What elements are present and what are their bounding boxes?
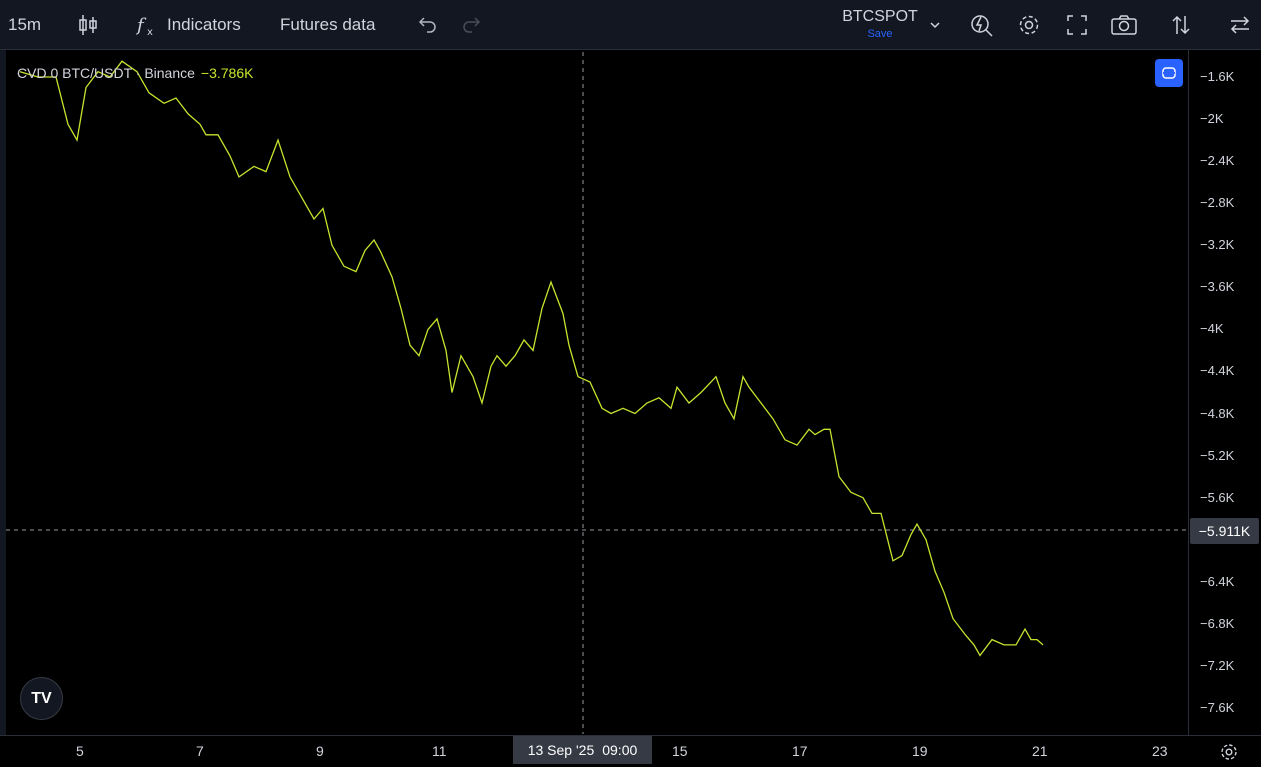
fullscreen-icon[interactable] (1066, 0, 1088, 50)
crosshair-date: 13 Sep '25 (527, 742, 595, 758)
legend-title: CVD 0 BTC/USDT · Binance (17, 65, 195, 81)
chevron-down-icon[interactable] (928, 0, 942, 50)
svg-text:x: x (147, 27, 153, 37)
symbol-selector[interactable]: BTCSPOT Save (836, 6, 924, 44)
price-tick-label: −3.6K (1200, 279, 1235, 295)
price-tick-label: −1.6K (1200, 69, 1235, 84)
price-scale[interactable]: −1.6K −2K −2.4K −2.8K −3.2K −3.6K −4K −4.4K −4.8… (1188, 50, 1261, 735)
redo-icon[interactable] (462, 0, 484, 50)
undo-icon[interactable] (415, 0, 437, 50)
compare-arrows-icon[interactable] (1229, 0, 1251, 50)
price-tick-label: −2.8K (1200, 195, 1235, 211)
time-tick-label: 19 (912, 743, 928, 759)
time-tick-label: 7 (196, 743, 204, 759)
time-tick-label: 9 (316, 743, 324, 759)
series-legend[interactable]: CVD 0 BTC/USDT · Binance −3.786K (17, 65, 253, 81)
price-tick-label: −3.2K (1200, 237, 1235, 253)
sort-arrows-icon[interactable] (1171, 0, 1191, 50)
left-toolbar-strip (0, 50, 6, 767)
alert-search-icon[interactable] (969, 0, 995, 50)
scale-settings-icon[interactable] (1219, 742, 1239, 767)
price-tick-label: −4.4K (1200, 363, 1235, 379)
time-tick-label: 17 (792, 743, 808, 759)
camera-icon[interactable] (1110, 0, 1138, 50)
crosshair-time: 09:00 (602, 742, 638, 758)
price-tick-label: −5.6K (1200, 489, 1235, 505)
price-tick-label: −2.4K (1200, 153, 1235, 169)
indicators-button[interactable]: Indicators (167, 15, 241, 34)
price-tick-label: −7.6K (1200, 700, 1235, 715)
time-tick-label: 23 (1152, 743, 1168, 759)
legend-value: −3.786K (200, 65, 254, 81)
crosshair (6, 52, 1187, 734)
svg-text:f: f (136, 15, 147, 36)
time-tick-label: 5 (76, 743, 84, 759)
price-tick-label: −2K (1200, 111, 1224, 127)
time-tick-label: 21 (1032, 743, 1048, 759)
crosshair-price-label: −5.911K (1190, 518, 1259, 544)
chart-pane[interactable] (6, 52, 1187, 734)
price-tick-label: −5.2K (1200, 447, 1235, 463)
price-tick-label: −7.2K (1200, 657, 1235, 673)
futures-data-button[interactable]: Futures data (280, 15, 376, 34)
price-tick-label: −4K (1200, 321, 1224, 337)
crosshair-time-label: 13 Sep '25 09:00 (513, 736, 652, 764)
cvd-series-line (19, 60, 1044, 657)
symbol-name: BTCSPOT (842, 8, 918, 25)
price-tick-label: −4.8K (1200, 405, 1235, 421)
gear-icon[interactable] (1017, 0, 1041, 50)
price-tick-label: −6.8K (1200, 615, 1235, 631)
save-label[interactable]: Save (867, 28, 893, 40)
tradingview-logo[interactable]: TV (20, 677, 63, 720)
time-tick-label: 15 (672, 743, 688, 759)
collapse-icon (1162, 67, 1176, 79)
price-tick-label: −6.4K (1200, 573, 1235, 589)
time-tick-label: 11 (432, 743, 447, 759)
cvd-line-chart[interactable] (6, 52, 1187, 734)
interval-button[interactable]: 15m (8, 15, 42, 34)
legend-toggle-button[interactable] (1155, 59, 1183, 87)
candles-icon[interactable] (77, 0, 99, 50)
